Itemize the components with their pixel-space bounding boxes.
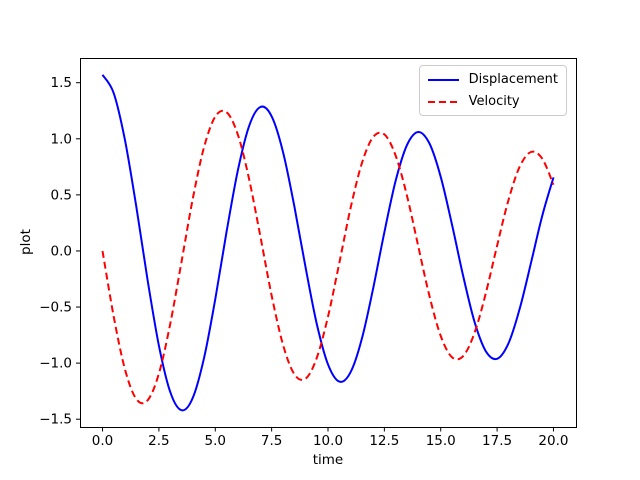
- x-tick-label: 7.5: [261, 433, 282, 449]
- legend-item-velocity: Velocity: [427, 92, 558, 111]
- x-tick-label: 20.0: [538, 433, 568, 449]
- x-tick-label: 17.5: [482, 433, 512, 449]
- legend: Displacement Velocity: [418, 65, 567, 116]
- y-tick-label: −1.5: [39, 412, 72, 428]
- velocity-curve: [101, 109, 555, 405]
- y-tick-label: −0.5: [39, 300, 72, 316]
- x-tick-label: 2.5: [148, 433, 169, 449]
- y-tick-label: 0.5: [51, 187, 72, 203]
- y-tick-label: 1.0: [51, 131, 72, 147]
- y-tick-label: −1.0: [39, 356, 72, 372]
- displacement-line-swatch: [427, 78, 459, 81]
- x-tick-label: 5.0: [205, 433, 226, 449]
- x-tick-label: 15.0: [426, 433, 456, 449]
- legend-item-displacement: Displacement: [427, 70, 558, 89]
- y-axis-label: plot: [18, 229, 34, 255]
- x-axis-label: time: [312, 452, 344, 468]
- legend-label-velocity: Velocity: [468, 94, 520, 109]
- x-tick-label: 10.0: [313, 433, 343, 449]
- y-tick-label: 1.5: [51, 75, 72, 91]
- displacement-curve: [101, 74, 555, 412]
- legend-label-displacement: Displacement: [468, 72, 558, 87]
- x-tick-label: 0.0: [92, 433, 113, 449]
- velocity-line-swatch: [427, 100, 459, 103]
- y-tick-label: 0.0: [51, 243, 72, 259]
- x-tick-label: 12.5: [369, 433, 399, 449]
